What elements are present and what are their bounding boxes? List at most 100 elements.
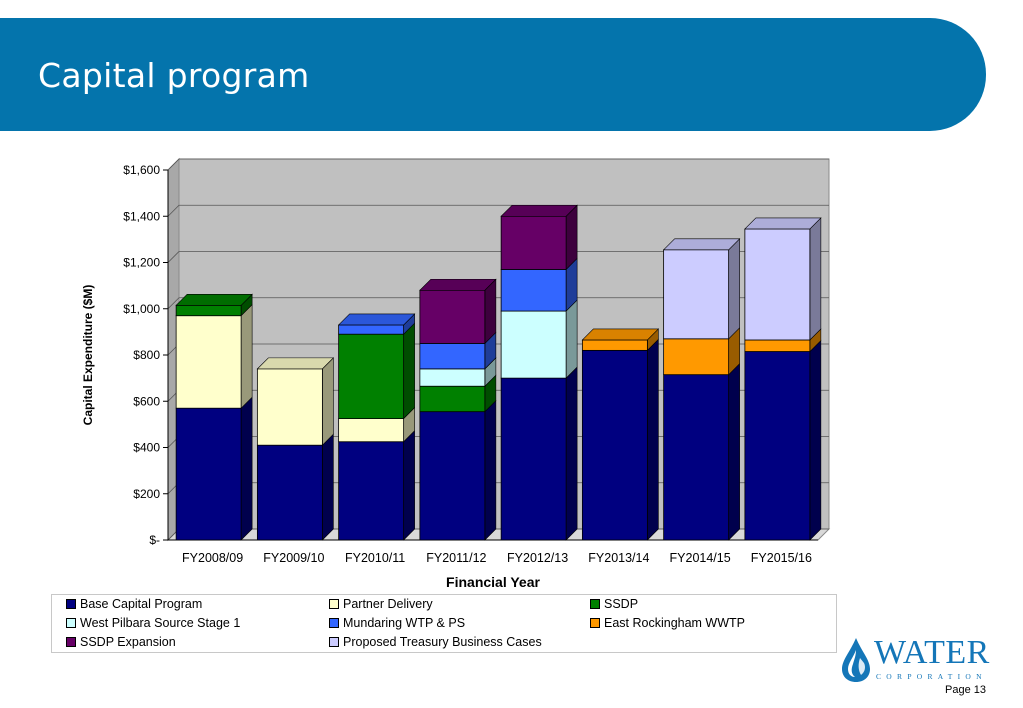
y-tick-label: $1,400 <box>123 209 160 223</box>
bar-segment <box>500 215 567 270</box>
bar-segment <box>175 315 242 409</box>
bar-segment <box>419 368 486 387</box>
x-tick-label: FY2012/13 <box>507 551 568 565</box>
legend-item: East Rockingham WWTP <box>590 616 745 630</box>
legend-label: East Rockingham WWTP <box>604 616 746 630</box>
bar-top <box>581 328 660 341</box>
bar-side <box>565 299 578 379</box>
y-axis-title: Capital Expenditure ($M) <box>81 285 95 426</box>
page-number: Page 13 <box>945 684 986 696</box>
legend-item: SSDP <box>590 597 638 611</box>
bar-top <box>419 278 497 291</box>
chart-legend: Base Capital Program Partner Delivery SSDP… <box>51 594 837 653</box>
x-axis-title: Financial Year <box>446 574 540 590</box>
bar-segment <box>419 385 486 413</box>
bar-side <box>809 217 822 341</box>
bar-segment <box>419 343 486 370</box>
bar-side <box>322 357 334 446</box>
legend-swatch <box>329 618 339 628</box>
x-tick-label: FY2013/14 <box>588 551 649 565</box>
legend-label: SSDP <box>604 597 639 611</box>
bar-segment <box>581 339 648 351</box>
x-tick-label: FY2009/10 <box>263 551 324 565</box>
legend-item: Mundaring WTP & PS <box>329 616 465 630</box>
bar-segment <box>663 338 730 376</box>
bar-side <box>647 338 659 541</box>
bar-segment <box>500 377 567 541</box>
legend-item: Base Capital Program <box>66 597 202 611</box>
x-tick-label: FY2015/16 <box>751 551 812 565</box>
legend-item: Proposed Treasury Business Cases <box>329 635 542 649</box>
legend-swatch <box>66 599 76 609</box>
legend-item: West Pilbara Source Stage 1 <box>66 616 240 630</box>
gridline <box>167 251 829 263</box>
bar-side <box>322 433 334 541</box>
bar-segment <box>338 324 405 335</box>
bar-segment <box>744 339 811 352</box>
bar-segment <box>256 444 323 541</box>
bar-segment <box>338 441 405 541</box>
logo-wordmark: WATER <box>874 634 990 671</box>
bar-side <box>240 303 253 409</box>
bar-segment <box>419 411 486 541</box>
bar-side <box>728 238 740 340</box>
bar-segment <box>663 249 730 340</box>
y-tick-label: $1,600 <box>123 163 160 177</box>
bar-segment <box>338 333 405 419</box>
x-tick-label: FY2010/11 <box>345 551 405 565</box>
y-tick-label: $- <box>149 533 160 547</box>
legend-swatch <box>329 637 339 647</box>
bar-side <box>809 339 822 541</box>
bar-side <box>565 366 578 541</box>
bar-top <box>256 357 335 370</box>
bar-segment <box>744 228 811 341</box>
legend-item: Partner Delivery <box>329 597 433 611</box>
bar-segment <box>500 269 567 312</box>
bar-segment <box>744 351 811 541</box>
y-tick-label: $800 <box>133 348 160 362</box>
bar-top <box>662 238 741 251</box>
logo-subtitle: CORPORATION <box>876 672 987 681</box>
gridline <box>167 204 829 217</box>
water-drop-icon <box>842 638 870 682</box>
bar-segment <box>581 349 648 541</box>
bar-side <box>403 429 415 541</box>
legend-swatch <box>66 618 76 628</box>
y-tick-label: $600 <box>133 394 160 408</box>
legend-label: Proposed Treasury Business Cases <box>343 635 542 649</box>
bar-segment <box>256 368 323 446</box>
x-tick-label: FY2014/15 <box>670 551 731 565</box>
legend-label: Base Capital Program <box>80 597 203 611</box>
bar-side <box>484 399 497 541</box>
bar-segment <box>419 289 486 344</box>
legend-label: West Pilbara Source Stage 1 <box>80 616 241 630</box>
water-corporation-logo: WATER CORPORATION <box>836 634 996 684</box>
bar-segment <box>175 304 242 317</box>
legend-label: SSDP Expansion <box>80 635 176 649</box>
x-tick-label: FY2008/09 <box>182 551 243 565</box>
bar-side <box>728 362 740 541</box>
bar-side <box>403 322 415 420</box>
x-tick-label: FY2011/12 <box>426 551 486 565</box>
legend-swatch <box>329 599 339 609</box>
y-tick-label: $200 <box>133 487 160 501</box>
title-banner <box>0 18 986 131</box>
legend-swatch <box>590 599 600 609</box>
legend-swatch <box>66 637 76 647</box>
bar-side <box>240 396 253 541</box>
legend-label: Mundaring WTP & PS <box>343 616 466 630</box>
y-tick-label: $1,000 <box>123 302 160 316</box>
bar-segment <box>338 418 405 443</box>
bar-segment <box>663 374 730 541</box>
bar-segment <box>175 407 242 541</box>
legend-label: Partner Delivery <box>343 597 433 611</box>
y-tick-label: $1,200 <box>123 256 160 270</box>
y-tick-label: $400 <box>133 441 160 455</box>
bar-top <box>337 313 416 326</box>
gridline <box>167 158 829 171</box>
legend-swatch <box>590 618 600 628</box>
bar-top <box>500 204 578 217</box>
slide-title: Capital program <box>38 56 310 95</box>
bar-segment <box>500 310 567 379</box>
